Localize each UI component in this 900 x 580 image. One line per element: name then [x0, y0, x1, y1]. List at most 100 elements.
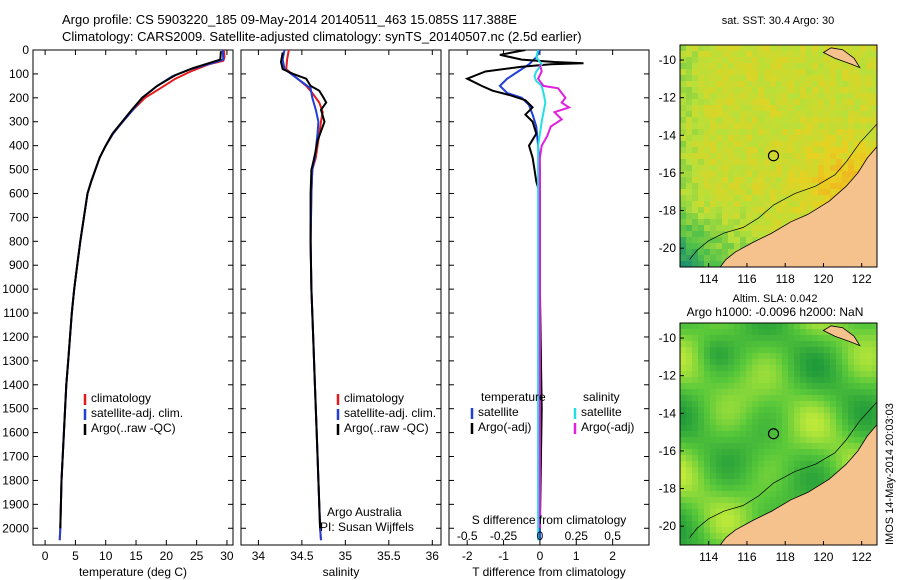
- sla-map-cell: [704, 503, 710, 509]
- sst-map-cell: [776, 57, 782, 63]
- sla-map-cell: [872, 389, 877, 395]
- sst-map-cell: [734, 153, 740, 159]
- sst-map-cell: [854, 117, 860, 123]
- sst-map-cell: [722, 219, 728, 225]
- sst-map-cell: [734, 129, 740, 135]
- sla-map-cell: [782, 479, 788, 485]
- sla-map-cell: [740, 347, 746, 353]
- sst-map-cell: [734, 207, 740, 213]
- sst-map-cell: [848, 51, 854, 57]
- sst-map-cell: [842, 99, 848, 105]
- sst-map-cell: [734, 45, 740, 51]
- sst-map-cell: [806, 135, 812, 141]
- sst-map-cell: [722, 147, 728, 153]
- sst-map-cell: [788, 207, 794, 213]
- temperature-profile-xtick-label: 25: [190, 549, 204, 563]
- sst-map-cell: [824, 57, 830, 63]
- sla-map-cell: [842, 419, 848, 425]
- sst-map-cell: [740, 189, 746, 195]
- sla-map-cell: [692, 353, 698, 359]
- sla-map-cell: [794, 473, 800, 479]
- sst-map-cell: [836, 153, 842, 159]
- sla-map-cell: [794, 479, 800, 485]
- sst-map-cell: [812, 183, 818, 189]
- sla-map-cell: [710, 347, 716, 353]
- sla-map-cell: [704, 377, 710, 383]
- sst-map-cell: [680, 201, 686, 207]
- sla-map-cell: [758, 371, 764, 377]
- sla-map-cell: [680, 365, 686, 371]
- sla-map-cell: [818, 473, 824, 479]
- sst-map-cell: [770, 147, 776, 153]
- sla-map-cell: [734, 347, 740, 353]
- pi-note: PI: Susan Wijffels: [320, 520, 414, 534]
- sla-map-cell: [734, 449, 740, 455]
- sla-map-cell: [752, 473, 758, 479]
- sst-map-cell: [746, 159, 752, 165]
- sla-map-cell: [860, 371, 866, 377]
- sla-map-cell: [686, 539, 692, 545]
- sst-map-cell: [806, 123, 812, 129]
- sla-map-cell: [842, 353, 848, 359]
- sst-map-cell: [830, 135, 836, 141]
- sst-map-cell: [824, 99, 830, 105]
- sst-map-cell: [866, 129, 872, 135]
- sst-map-cell: [806, 69, 812, 75]
- sst-map-cell: [686, 231, 692, 237]
- sst-map-cell: [764, 225, 770, 231]
- sst-map-cell: [692, 177, 698, 183]
- sst-map-cell: [704, 219, 710, 225]
- sla-map-cell: [728, 335, 734, 341]
- sla-map-cell: [842, 359, 848, 365]
- sla-map-cell: [740, 407, 746, 413]
- sst-map-cell: [854, 123, 860, 129]
- sst-map-cell: [794, 57, 800, 63]
- sst-map-cell: [788, 171, 794, 177]
- sst-map-cell: [836, 63, 842, 69]
- sst-map-cell: [752, 63, 758, 69]
- sst-map-cell: [710, 51, 716, 57]
- sst-map-cell: [716, 225, 722, 231]
- sla-map-cell: [722, 383, 728, 389]
- sla-map-cell: [686, 419, 692, 425]
- sla-map-cell: [722, 473, 728, 479]
- sla-map-cell: [824, 347, 830, 353]
- sla-map-cell: [770, 377, 776, 383]
- difference-profile-xtick-label: -1: [498, 549, 509, 563]
- sst-map-cell: [704, 237, 710, 243]
- sst-map-cell: [758, 111, 764, 117]
- sla-map-cell: [788, 479, 794, 485]
- sla-map-cell: [776, 461, 782, 467]
- sst-map-cell: [746, 93, 752, 99]
- sla-map-cell: [848, 413, 854, 419]
- sst-map-cell: [782, 141, 788, 147]
- sla-map-cell: [866, 335, 872, 341]
- sla-map-cell: [680, 401, 686, 407]
- sst-map-cell: [680, 261, 686, 267]
- depth-tick-label: 700: [9, 210, 29, 224]
- sla-map-cell: [698, 323, 704, 329]
- sla-map-cell: [788, 473, 794, 479]
- diff-legend-title-temperature: temperature: [481, 390, 546, 404]
- sla-map-frame: [679, 322, 878, 546]
- sla-map-ytick-label: -20: [659, 519, 677, 533]
- sla-map-cell: [770, 431, 776, 437]
- sla-map-cell: [704, 461, 710, 467]
- sst-map-cell: [770, 219, 776, 225]
- sst-map-cell: [818, 69, 824, 75]
- sla-map-cell: [752, 419, 758, 425]
- sla-map-cell: [680, 521, 686, 527]
- sla-map-cell: [860, 407, 866, 413]
- sla-map-cell: [728, 521, 734, 527]
- sla-map-cell: [722, 509, 728, 515]
- sst-map-cell: [818, 45, 824, 51]
- sla-map-cell: [872, 353, 877, 359]
- sst-map-cell: [758, 81, 764, 87]
- sla-map-cell: [794, 485, 800, 491]
- sst-map-cell: [698, 81, 704, 87]
- sla-map-cell: [698, 383, 704, 389]
- sst-map-cell: [722, 171, 728, 177]
- sla-map-cell: [758, 437, 764, 443]
- sst-map-cell: [848, 93, 854, 99]
- sst-map-cell: [830, 183, 836, 189]
